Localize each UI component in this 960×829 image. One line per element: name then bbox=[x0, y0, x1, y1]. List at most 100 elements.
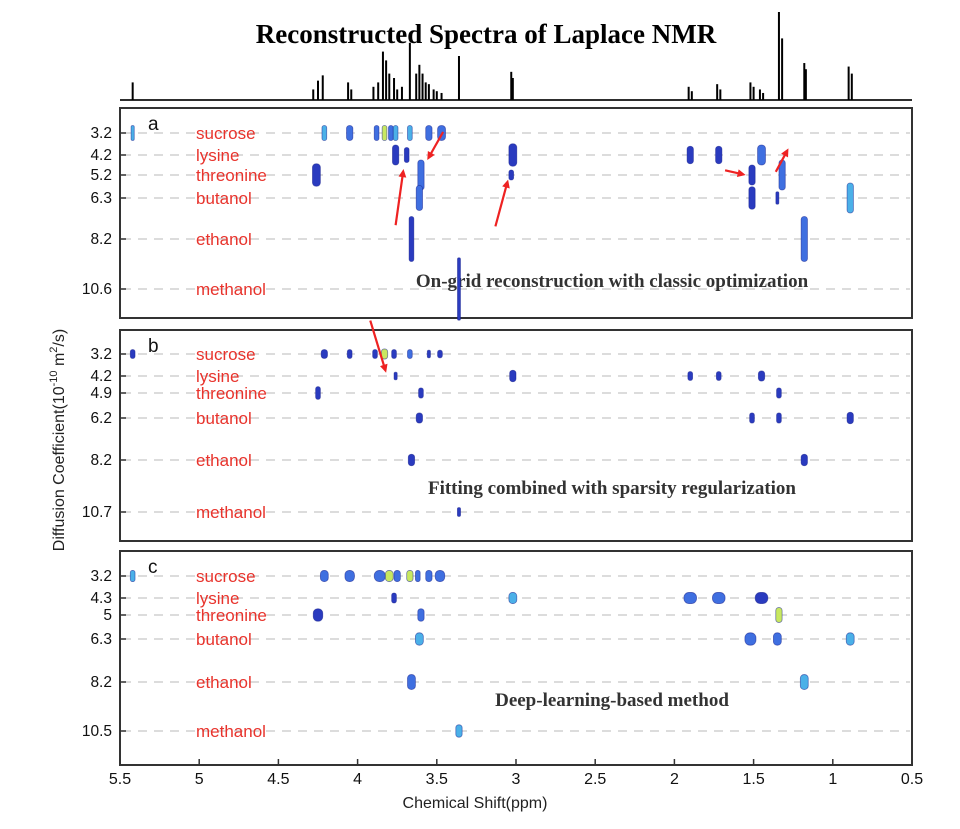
method-label: Deep-learning-based method bbox=[495, 690, 729, 711]
y-label-part-1: Diffusion Coefficient(10 bbox=[51, 386, 68, 551]
y-tick-label: 6.3 bbox=[90, 190, 112, 207]
x-tick-label: 4.5 bbox=[267, 771, 289, 788]
x-tick-label: 1 bbox=[828, 771, 837, 788]
arrow-shaft bbox=[369, 320, 387, 370]
x-tick-label: 1.5 bbox=[742, 771, 764, 788]
y-tick-label: 10.7 bbox=[82, 504, 112, 521]
peak bbox=[346, 349, 353, 359]
peak bbox=[393, 371, 398, 381]
peak bbox=[456, 507, 461, 517]
peak bbox=[425, 125, 433, 141]
peak bbox=[846, 182, 854, 214]
peak bbox=[130, 125, 135, 141]
peak bbox=[775, 607, 783, 623]
peak bbox=[417, 608, 425, 622]
x-tick-label: 3 bbox=[512, 771, 521, 788]
compound-label: butanol bbox=[196, 409, 252, 428]
compound-label: sucrose bbox=[196, 124, 256, 143]
peak bbox=[437, 349, 443, 359]
panel-letter: b bbox=[148, 336, 159, 357]
panel-frame bbox=[119, 550, 913, 766]
chart-title: Reconstructed Spectra of Laplace NMR bbox=[256, 19, 717, 49]
peak bbox=[407, 453, 416, 467]
y-tick-label: 10.5 bbox=[82, 723, 112, 740]
x-tick-label: 2 bbox=[670, 771, 679, 788]
y-tick-label: 8.2 bbox=[90, 231, 112, 248]
peak bbox=[408, 216, 415, 262]
method-label: On-grid reconstruction with classic opti… bbox=[416, 271, 809, 292]
peak bbox=[773, 632, 782, 646]
compound-label: threonine bbox=[196, 606, 267, 625]
peak bbox=[392, 125, 399, 141]
y-tick-label: 8.2 bbox=[90, 674, 112, 691]
compound-label: methanol bbox=[196, 722, 266, 741]
peak bbox=[415, 412, 423, 424]
compound-label: methanol bbox=[196, 503, 266, 522]
compound-label: lysine bbox=[196, 367, 239, 386]
peak bbox=[775, 191, 780, 205]
peak bbox=[799, 674, 809, 690]
compound-label: lysine bbox=[196, 146, 239, 165]
peak bbox=[749, 412, 755, 424]
peak bbox=[407, 674, 416, 690]
peak bbox=[686, 145, 694, 165]
arrow-shaft bbox=[494, 183, 509, 227]
panel-frame bbox=[119, 107, 913, 319]
spectrum-1d bbox=[120, 12, 912, 101]
peak bbox=[407, 125, 413, 141]
peak bbox=[757, 144, 766, 166]
y-label-exp-2: 2 bbox=[48, 347, 60, 353]
peak bbox=[508, 143, 518, 167]
y-tick-label: 3.2 bbox=[90, 568, 112, 585]
y-label-part-2: m bbox=[51, 353, 68, 371]
arrow-head bbox=[781, 148, 789, 158]
compound-label: ethanol bbox=[196, 451, 252, 470]
x-axis: 5.5 5 4.5 4 3.5 3 2.5 2 1.5 1 0.5 bbox=[109, 759, 923, 788]
panel-frame bbox=[119, 329, 913, 542]
compound-label: ethanol bbox=[196, 673, 252, 692]
peak bbox=[320, 349, 328, 359]
peak bbox=[508, 169, 515, 181]
peak bbox=[425, 570, 433, 582]
peak bbox=[415, 632, 424, 646]
peak bbox=[457, 257, 461, 321]
peak bbox=[744, 632, 757, 646]
peak bbox=[372, 349, 378, 359]
peak bbox=[344, 570, 355, 582]
x-axis-label: Chemical Shift(ppm) bbox=[403, 795, 548, 812]
peak bbox=[415, 570, 421, 582]
y-tick-label: 6.3 bbox=[90, 631, 112, 648]
panel-b: 3.2 sucrose 4.2 lysine 4.9 threonine 6.2 butano… bbox=[82, 320, 913, 542]
compound-label: sucrose bbox=[196, 345, 256, 364]
peak bbox=[393, 570, 401, 582]
peak bbox=[508, 592, 518, 604]
y-label-part-3: /s) bbox=[51, 329, 68, 347]
peak bbox=[509, 369, 517, 383]
peak bbox=[129, 349, 136, 359]
peak bbox=[392, 144, 400, 166]
panel-letter: c bbox=[148, 557, 158, 578]
x-tick-label: 0.5 bbox=[901, 771, 923, 788]
peak bbox=[129, 570, 136, 582]
peak bbox=[757, 370, 766, 382]
compound-label: sucrose bbox=[196, 567, 256, 586]
peak bbox=[776, 387, 782, 399]
arrow-shaft bbox=[394, 172, 405, 226]
peak bbox=[712, 592, 726, 604]
peak bbox=[407, 349, 413, 359]
y-tick-label: 3.2 bbox=[90, 346, 112, 363]
panel-letter: a bbox=[148, 114, 159, 135]
arrow-head bbox=[380, 363, 388, 373]
peak bbox=[846, 411, 854, 425]
peak bbox=[391, 349, 397, 359]
peak bbox=[391, 592, 397, 604]
peak bbox=[800, 216, 808, 262]
x-tick-label: 5 bbox=[195, 771, 204, 788]
y-tick-label: 4.3 bbox=[90, 590, 112, 607]
peak bbox=[800, 453, 808, 467]
arrow-head bbox=[502, 179, 510, 189]
peak bbox=[776, 412, 782, 424]
y-label-exp-1: -10 bbox=[48, 370, 60, 386]
peak bbox=[388, 125, 394, 141]
